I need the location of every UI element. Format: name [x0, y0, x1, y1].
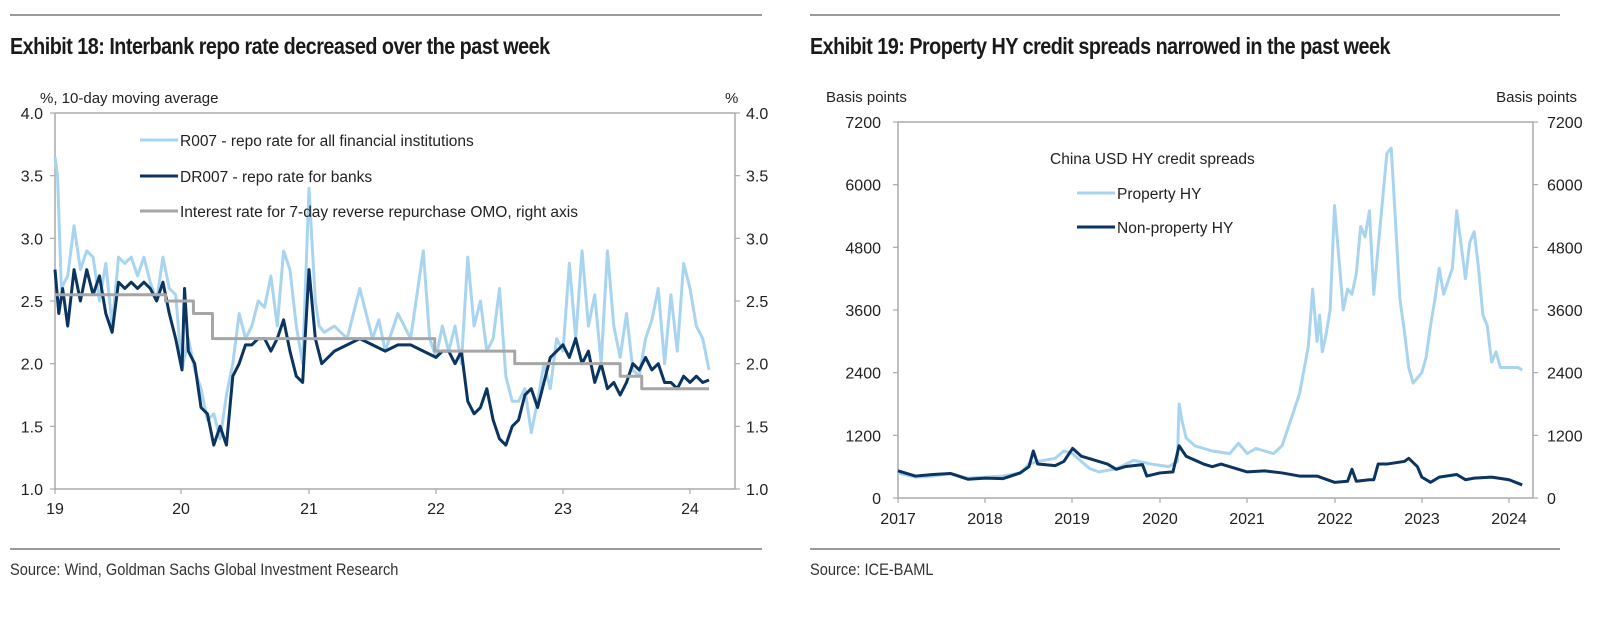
- right-axis-label: Basis points: [1496, 89, 1577, 106]
- x-tick-label: 21: [300, 501, 318, 518]
- y-tick-label-left: 4.0: [21, 106, 43, 123]
- chart-title: Exhibit 19: Property HY credit spreads n…: [810, 33, 1391, 59]
- legend-label-1: DR007 - repo rate for banks: [180, 169, 372, 186]
- x-tick-label: 20: [172, 501, 190, 518]
- exhibit-18-panel: Exhibit 18: Interbank repo rate decrease…: [0, 0, 780, 597]
- bottom-rule: [810, 548, 1560, 550]
- y-tick-label-right: 3.0: [746, 231, 768, 248]
- x-tick-label: 2023: [1404, 511, 1440, 528]
- y-tick-label-right: 3600: [1547, 303, 1583, 320]
- legend-label-2: Interest rate for 7-day reverse repurcha…: [180, 204, 578, 221]
- legend-label-1: Non-property HY: [1117, 220, 1233, 237]
- y-tick-label-right: 2.0: [746, 357, 768, 374]
- x-tick-label: 2017: [880, 511, 916, 528]
- y-tick-label-right: 3.5: [746, 169, 768, 186]
- x-tick-label: 2022: [1317, 511, 1353, 528]
- series-line-1: [897, 444, 1523, 487]
- y-tick-label-right: 7200: [1547, 115, 1583, 132]
- bottom-rule: [10, 548, 762, 550]
- y-tick-label-right: 2400: [1547, 366, 1583, 383]
- y-tick-label-left: 7200: [845, 115, 881, 132]
- x-tick-label: 2018: [967, 511, 1003, 528]
- left-axis-label: Basis points: [826, 89, 907, 106]
- x-tick-label: 23: [554, 501, 572, 518]
- x-tick-label: 2019: [1054, 511, 1090, 528]
- y-tick-label-right: 1200: [1547, 428, 1583, 445]
- y-tick-label-left: 1.0: [21, 482, 43, 499]
- repo-rate-chart: %, 10-day moving average % 1.0 1.0 1.5 1.5 2.0…: [21, 90, 769, 518]
- y-tick-label-right: 1.5: [746, 419, 768, 436]
- y-tick-label-left: 0: [872, 491, 881, 508]
- y-tick-label-left: 3.0: [21, 231, 43, 248]
- series-line-0: [53, 156, 711, 441]
- y-tick-label-left: 1.5: [21, 419, 43, 436]
- y-tick-label-right: 1.0: [746, 482, 768, 499]
- y-tick-label-left: 3600: [845, 303, 881, 320]
- source-note: Source: ICE-BAML: [810, 560, 934, 579]
- chart-title: Exhibit 18: Interbank repo rate decrease…: [10, 33, 550, 59]
- x-tick-label: 2024: [1491, 511, 1527, 528]
- y-tick-label-left: 2400: [845, 366, 881, 383]
- y-tick-label-right: 2.5: [746, 294, 768, 311]
- series-line-2: [55, 293, 710, 391]
- x-tick-label: 2020: [1142, 511, 1178, 528]
- x-tick-label: 22: [427, 501, 445, 518]
- hy-spreads-chart: Basis points Basis points 0 0 1200 1200 2400 24…: [826, 89, 1583, 528]
- top-rule: [810, 14, 1560, 16]
- legend-label-0: Property HY: [1117, 186, 1201, 203]
- x-tick-label: 24: [681, 501, 699, 518]
- x-tick-label: 19: [46, 501, 64, 518]
- x-tick-label: 2021: [1229, 511, 1265, 528]
- exhibit-19-panel: Exhibit 19: Property HY credit spreads n…: [800, 0, 1601, 597]
- y-tick-label-left: 4800: [845, 240, 881, 257]
- top-rule: [10, 14, 762, 16]
- left-axis-label: %, 10-day moving average: [40, 90, 218, 107]
- y-tick-label-left: 2.5: [21, 294, 43, 311]
- legend-label-0: R007 - repo rate for all financial insti…: [180, 133, 474, 150]
- series-line-0: [897, 146, 1523, 480]
- y-tick-label-left: 2.0: [21, 357, 43, 374]
- legend-title: China USD HY credit spreads: [1050, 151, 1255, 168]
- right-axis-label: %: [725, 90, 738, 107]
- source-note: Source: Wind, Goldman Sachs Global Inves…: [10, 560, 399, 579]
- y-tick-label-right: 6000: [1547, 178, 1583, 195]
- y-tick-label-left: 3.5: [21, 169, 43, 186]
- series-line-1: [53, 268, 710, 447]
- y-tick-label-right: 0: [1547, 491, 1556, 508]
- y-tick-label-right: 4800: [1547, 240, 1583, 257]
- y-tick-label-left: 1200: [845, 428, 881, 445]
- y-tick-label-right: 4.0: [746, 106, 768, 123]
- y-tick-label-left: 6000: [845, 178, 881, 195]
